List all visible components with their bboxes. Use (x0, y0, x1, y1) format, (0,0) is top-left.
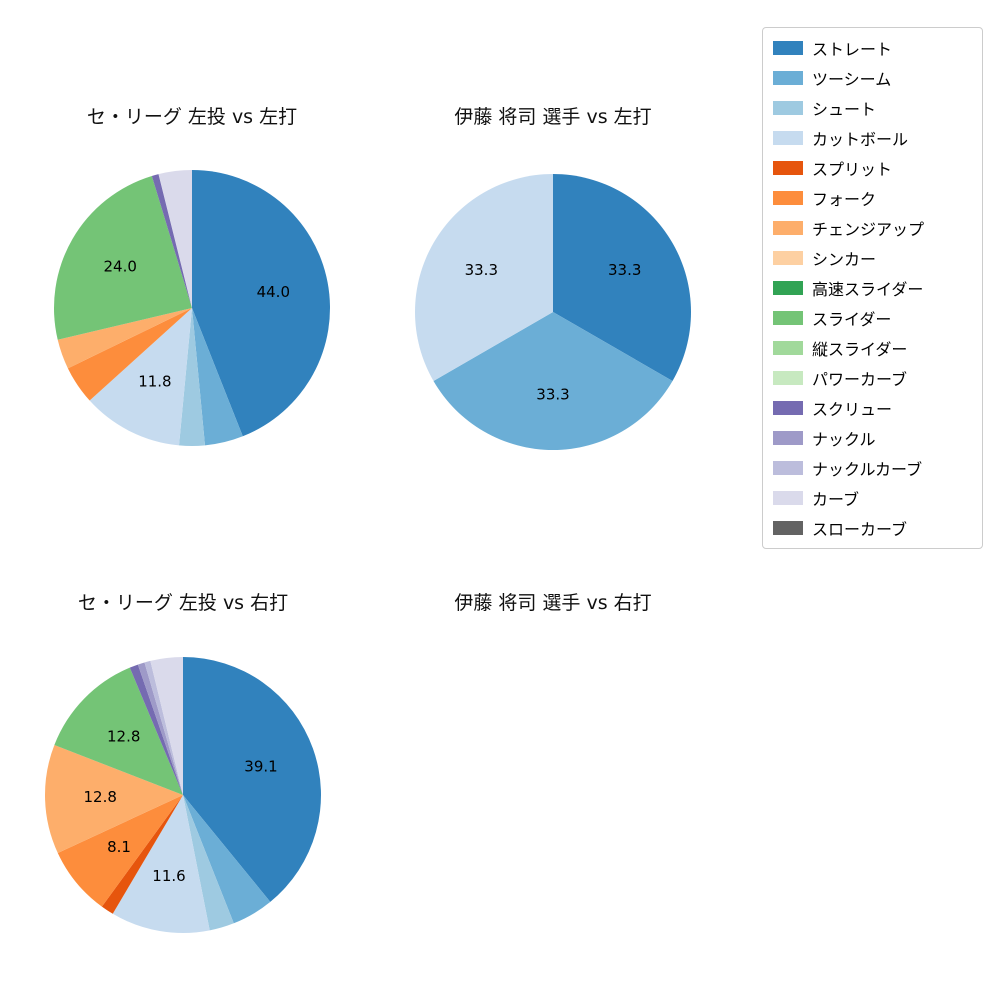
legend-item-label: スクリュー (812, 400, 893, 419)
legend-item: ツーシーム (773, 67, 972, 89)
pie-slice-4 (101, 795, 183, 914)
legend-color-swatch (773, 191, 803, 205)
legend-item: パワーカーブ (773, 367, 972, 389)
legend-item-label: スプリット (812, 160, 893, 179)
legend-item: シンカー (773, 247, 972, 269)
chart-title-league-vs-right: セ・リーグ 左投 vs 右打 (77, 592, 289, 614)
pie-chart-league-vs-left: 44.0 11.8 24.0 (53, 170, 331, 447)
pie-slice-7 (151, 174, 192, 308)
legend-color-swatch (773, 161, 803, 175)
pie-slice-0 (553, 174, 691, 381)
legend-item: カットボール (773, 127, 972, 149)
legend-item-label: スローカーブ (812, 520, 908, 539)
legend-item: 縦スライダー (773, 337, 972, 359)
legend-item-label: ナックルカーブ (812, 460, 923, 479)
legend-item: ストレート (773, 37, 972, 59)
pie-value-label: 12.8 (107, 728, 140, 746)
pie-value-label: 11.6 (152, 867, 185, 885)
pie-slice-8 (129, 664, 183, 795)
pie-slice-11 (150, 657, 183, 795)
pie-slice-5 (57, 795, 183, 907)
legend-item-label: ストレート (812, 40, 893, 59)
pie-slice-5 (57, 308, 193, 369)
pie-slice-8 (158, 170, 192, 308)
legend-item: カーブ (773, 487, 972, 509)
pie-chart-player-vs-left: 33.3 33.3 33.3 (415, 174, 691, 450)
legend-item: シュート (773, 97, 972, 119)
pie-slice-2 (415, 174, 553, 381)
pie-slice-0 (192, 170, 331, 437)
legend-item: スクリュー (773, 397, 972, 419)
pie-slice-10 (144, 660, 183, 795)
legend-color-swatch (773, 41, 803, 55)
pie-slice-3 (112, 795, 210, 933)
legend-item: スライダー (773, 307, 972, 329)
pie-slice-1 (183, 795, 271, 924)
legend-color-swatch (773, 461, 803, 475)
pie-slice-1 (192, 308, 243, 446)
legend-color-swatch (773, 251, 803, 265)
pie-slice-2 (179, 308, 205, 447)
pie-slice-9 (137, 662, 183, 795)
legend-color-swatch (773, 71, 803, 85)
legend-color-swatch (773, 131, 803, 145)
legend-color-swatch (773, 401, 803, 415)
pie-value-label: 33.3 (465, 261, 498, 279)
legend-color-swatch (773, 431, 803, 445)
legend-item: 高速スライダー (773, 277, 972, 299)
pie-value-label: 33.3 (608, 261, 641, 279)
legend-item-label: パワーカーブ (812, 370, 908, 389)
legend-item-label: カットボール (812, 130, 909, 149)
legend-item-label: シュート (812, 100, 877, 119)
legend: ストレートツーシームシュートカットボール スプリットフォークチェンジアップ シンカー… (762, 27, 983, 549)
legend-item-label: チェンジアップ (812, 220, 925, 239)
legend-item-label: シンカー (812, 250, 877, 269)
legend-color-swatch (773, 371, 803, 385)
pie-slice-6 (53, 175, 193, 340)
pie-chart-player-vs-right (413, 655, 693, 935)
pie-slice-2 (183, 795, 234, 931)
pie-slice-3 (89, 308, 192, 446)
pie-value-label: 8.1 (107, 838, 131, 856)
legend-color-swatch (773, 491, 803, 505)
legend-color-swatch (773, 281, 803, 295)
legend-item: ナックル (773, 427, 972, 449)
pie-slice-6 (45, 745, 183, 853)
pie-chart-league-vs-right: 39.1 11.6 8.1 12.8 12.8 (45, 657, 321, 933)
pie-slice-4 (67, 308, 192, 401)
pie-value-label: 39.1 (244, 758, 277, 776)
legend-item-label: スライダー (812, 310, 892, 329)
pie-value-label: 44.0 (257, 283, 290, 301)
pie-value-label: 12.8 (83, 788, 116, 806)
legend-item: スプリット (773, 157, 972, 179)
pie-slice-0 (183, 657, 321, 902)
legend-color-swatch (773, 311, 803, 325)
pie-value-label: 24.0 (103, 257, 136, 275)
pie-slice-7 (54, 667, 184, 795)
legend-item-label: ツーシーム (812, 70, 892, 89)
pie-value-label: 11.8 (138, 373, 171, 391)
chart-title-player-vs-left: 伊藤 将司 選手 vs 左打 (454, 106, 652, 128)
legend-item-label: 縦スライダー (812, 340, 908, 359)
pie-value-label: 33.3 (536, 385, 569, 403)
chart-title-player-vs-right: 伊藤 将司 選手 vs 右打 (454, 592, 652, 614)
legend-item: スローカーブ (773, 517, 972, 539)
legend-item: ナックルカーブ (773, 457, 972, 479)
legend-item: チェンジアップ (773, 217, 972, 239)
legend-color-swatch (773, 221, 803, 235)
legend-color-swatch (773, 101, 803, 115)
legend-item: フォーク (773, 187, 972, 209)
legend-color-swatch (773, 341, 803, 355)
pie-slice-1 (433, 312, 673, 450)
chart-title-league-vs-left: セ・リーグ 左投 vs 左打 (86, 106, 298, 128)
legend-item-label: カーブ (812, 490, 860, 509)
legend-item-label: 高速スライダー (812, 280, 924, 299)
legend-color-swatch (773, 521, 803, 535)
legend-item-label: ナックル (812, 430, 876, 449)
legend-item-label: フォーク (812, 190, 877, 209)
